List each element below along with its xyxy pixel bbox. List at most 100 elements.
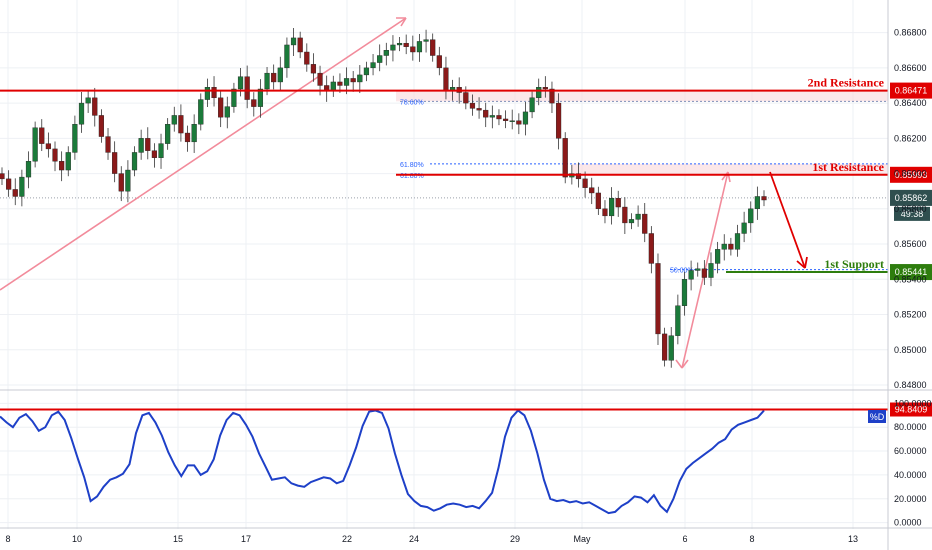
- candle-body: [257, 88, 264, 107]
- bottom-arrowhead: [675, 359, 689, 369]
- candle-body: [224, 106, 230, 118]
- current-price-tag: [890, 189, 932, 206]
- candle-body: [165, 124, 171, 144]
- level-label: 2nd Resistance: [808, 76, 885, 90]
- level-price-tag: [890, 82, 932, 99]
- candle-body: [357, 74, 363, 83]
- candle-body: [595, 192, 601, 210]
- candle-body: [264, 72, 270, 90]
- date-tick-label: 24: [409, 534, 419, 544]
- rebound-arrowhead: [721, 171, 731, 183]
- stoch-tick-label: 0.0000: [894, 518, 922, 528]
- candle-body: [125, 169, 131, 192]
- date-tick-label: 17: [241, 534, 251, 544]
- candle-body: [6, 178, 12, 190]
- level-price-text: 0.86471: [895, 86, 928, 96]
- candle-body: [522, 111, 529, 125]
- level-zones: 78.60% 61.80% 61.80% 50.00%: [0, 90, 888, 275]
- price-tick-label: 0.85600: [894, 239, 927, 249]
- candle-body: [589, 187, 595, 194]
- uptrend-arrowhead: [396, 17, 407, 27]
- candle-body: [741, 222, 747, 234]
- candle-body: [218, 97, 224, 118]
- candle-body: [443, 67, 449, 91]
- candle-body: [416, 41, 423, 53]
- stoch-series-tag: [868, 410, 886, 423]
- fib-label: 61.80%: [400, 162, 424, 169]
- candle-body: [363, 67, 370, 76]
- candle-body: [403, 42, 409, 47]
- date-tick-label: 6: [682, 534, 687, 544]
- candle-body: [12, 189, 18, 197]
- price-tick-label: 0.86800: [894, 28, 927, 38]
- grid-lines: [0, 0, 932, 529]
- candle-body: [748, 208, 754, 224]
- candle-body: [271, 72, 277, 83]
- price-tick-label: 0.86400: [894, 98, 927, 108]
- candle-body: [92, 97, 98, 116]
- candle-body: [145, 138, 151, 151]
- candle-body: [489, 115, 495, 118]
- candle-body: [45, 143, 51, 150]
- candle-body: [284, 44, 290, 69]
- candle-body: [231, 88, 237, 107]
- candle-body: [721, 243, 727, 250]
- date-tick-label: 8: [749, 534, 754, 544]
- candle-body: [19, 176, 25, 197]
- candle-body: [310, 64, 317, 74]
- candle-body: [204, 87, 211, 100]
- candle-body: [701, 268, 707, 278]
- candle-body: [396, 42, 403, 46]
- horizontal-levels: 2nd Resistance 0.86471 1st Resistance 0.859…: [0, 76, 932, 281]
- date-tick-label: May: [573, 534, 591, 544]
- candle-body: [277, 67, 283, 83]
- candle-body: [436, 55, 442, 69]
- date-tick-label: 10: [72, 534, 82, 544]
- candle-body: [662, 333, 668, 361]
- candle-body: [695, 268, 701, 271]
- price-tick-label: 0.86600: [894, 63, 927, 73]
- candle-body: [529, 97, 535, 113]
- candle-body: [377, 55, 383, 63]
- candle-body: [463, 92, 469, 104]
- candle-body: [184, 132, 191, 143]
- price-tick-label: 0.84800: [894, 380, 927, 390]
- price-tick-label: 0.85400: [894, 274, 927, 284]
- candle-body: [297, 37, 303, 53]
- level-label: 1st Resistance: [812, 160, 884, 174]
- fib-label: 61.80%: [400, 173, 424, 180]
- candle-body: [290, 37, 297, 46]
- candle-body: [688, 270, 694, 280]
- level-price-tag: [890, 264, 932, 281]
- fib-label: 78.60%: [400, 99, 424, 106]
- stoch-level-tag: [890, 402, 932, 417]
- date-tick-label: 29: [510, 534, 520, 544]
- stoch-level-text: 94.8409: [895, 405, 928, 415]
- candle-body: [496, 115, 502, 120]
- candle-body: [642, 213, 648, 234]
- candle-body: [211, 87, 217, 99]
- candle-body: [72, 124, 78, 153]
- candle-body: [65, 152, 71, 171]
- fib-label: 50.00%: [670, 268, 694, 275]
- price-tick-label: 0.85000: [894, 345, 927, 355]
- stoch-tick-label: 20.0000: [894, 494, 927, 504]
- stoch-tick-label: 40.0000: [894, 470, 927, 480]
- candle-body: [761, 196, 767, 201]
- candle-body: [555, 102, 562, 139]
- date-tick-label: 15: [173, 534, 183, 544]
- candle-body: [410, 46, 416, 53]
- candle-body: [151, 150, 158, 158]
- candle-body: [251, 99, 257, 107]
- candle-body: [118, 173, 124, 192]
- candle-body: [78, 102, 85, 125]
- candle-body: [383, 50, 389, 56]
- candle-body: [138, 138, 144, 153]
- candle-body: [178, 115, 184, 134]
- stochastic-oscillator: 94.8409 %D: [0, 402, 932, 515]
- candle-body: [52, 148, 58, 162]
- resistance-2-zone: [396, 90, 888, 102]
- candle-body: [728, 243, 734, 250]
- candle-body: [171, 115, 177, 125]
